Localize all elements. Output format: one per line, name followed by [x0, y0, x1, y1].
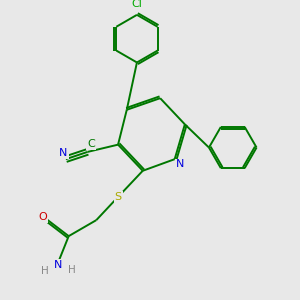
Text: H: H: [68, 265, 76, 275]
Text: C: C: [87, 139, 95, 149]
Text: O: O: [38, 212, 47, 222]
Text: N: N: [54, 260, 62, 270]
Text: Cl: Cl: [131, 0, 142, 9]
Text: S: S: [115, 192, 122, 202]
Text: N: N: [176, 159, 184, 170]
Text: N: N: [59, 148, 68, 158]
Text: H: H: [41, 266, 49, 276]
